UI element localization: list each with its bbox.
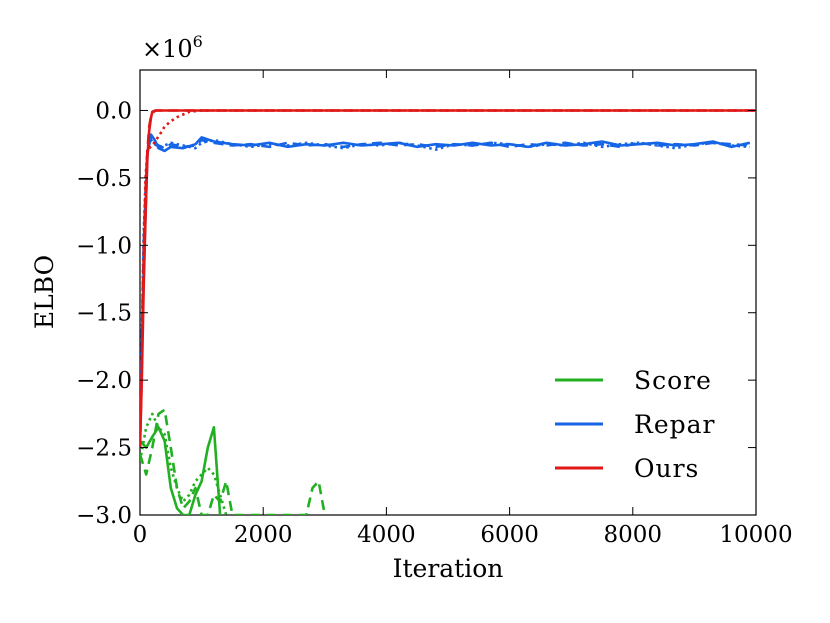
ticks-layer: 0 2000 4000 6000 8000 10000 0.0 −0.5 −1.0 −1.5 −2.… [76,70,793,548]
series-line-repar-dotted [140,138,750,435]
series-line-repar-dashed [140,136,750,435]
y-tick-label: −2.0 [76,368,132,394]
series-line-score-solid [140,425,222,515]
series-line-ours-solid [140,109,756,448]
legend-label-score: Score [634,366,712,395]
y-tick-label: 0.0 [95,98,132,124]
x-axis-title: Iteration [393,554,504,583]
series-line-ours-dotted [140,109,756,448]
y-axis-multiplier: ×106 [142,32,203,63]
y-tick-label: −1.5 [76,301,132,327]
series-layer [140,109,756,515]
y-axis-title: ELBO [30,255,59,329]
series-line-ours-dashed [140,109,756,448]
y-tick-label: −2.5 [76,436,132,462]
plot-frame [139,69,757,516]
series-line-score-dotted [140,412,228,515]
legend-label-repar: Repar [634,410,715,439]
x-tick-label: 2000 [234,522,293,548]
x-tick-label: 4000 [357,522,416,548]
x-tick-label: 6000 [480,522,539,548]
x-tick-label: 8000 [604,522,663,548]
x-tick-label: 10000 [719,522,792,548]
x-tick-label: 0 [133,522,148,548]
legend: Score Repar Ours [555,366,715,483]
y-tick-label: −0.5 [76,166,132,192]
legend-label-ours: Ours [634,454,699,483]
y-tick-label: −3.0 [76,503,132,529]
series-line-score-dashed [140,408,327,515]
y-tick-label: −1.0 [76,233,132,259]
